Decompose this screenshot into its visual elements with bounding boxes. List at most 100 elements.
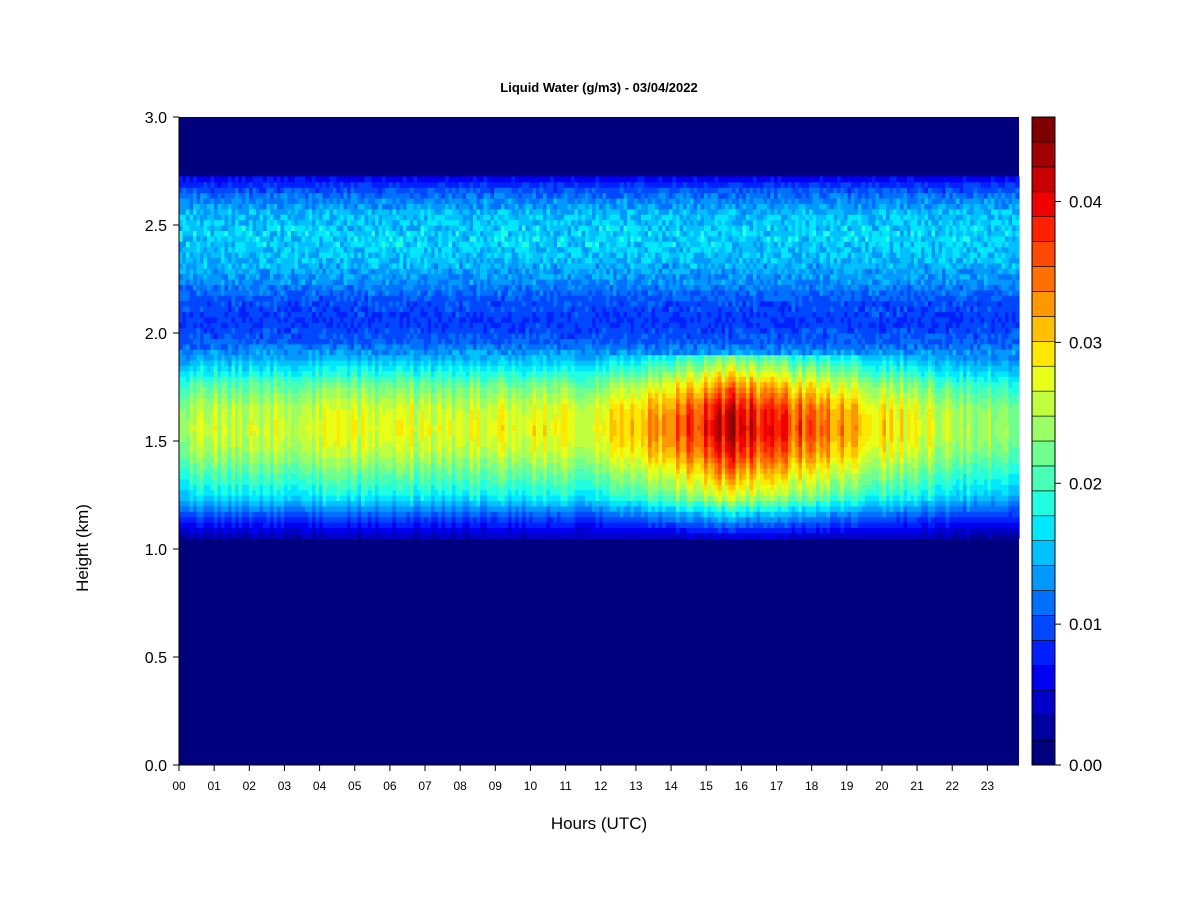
- heatmap-cell: [399, 522, 404, 528]
- heatmap-cell: [210, 208, 215, 215]
- heatmap-cell: [305, 354, 310, 361]
- heatmap-cell: [396, 316, 401, 323]
- heatmap-cell: [280, 349, 285, 356]
- heatmap-cell: [291, 279, 296, 285]
- heatmap-cell: [438, 397, 443, 404]
- heatmap-cell: [298, 268, 303, 275]
- heatmap-cell: [333, 241, 338, 248]
- heatmap-cell: [385, 446, 390, 453]
- heatmap-cell: [333, 214, 338, 221]
- heatmap-cell: [301, 208, 306, 215]
- heatmap-cell: [378, 349, 383, 356]
- heatmap-cell: [361, 376, 366, 383]
- heatmap-cell: [270, 198, 275, 204]
- heatmap-cell: [315, 435, 320, 442]
- heatmap-cell: [420, 365, 425, 372]
- heatmap-cell: [329, 333, 334, 339]
- heatmap-cell: [396, 289, 401, 296]
- heatmap-cell: [280, 419, 285, 426]
- heatmap-cell: [326, 387, 331, 393]
- heatmap-cell: [333, 235, 338, 242]
- heatmap-cell: [242, 387, 247, 393]
- heatmap-cell: [389, 473, 394, 480]
- heatmap-cell: [280, 370, 285, 377]
- heatmap-cell: [434, 262, 439, 269]
- heatmap-cell: [305, 192, 310, 199]
- heatmap-cell: [189, 532, 194, 539]
- heatmap-cell: [319, 408, 324, 415]
- heatmap-cell: [210, 457, 215, 464]
- heatmap-cell: [277, 333, 282, 339]
- heatmap-cell: [420, 430, 425, 437]
- heatmap-cell: [196, 289, 201, 296]
- heatmap-cell: [322, 176, 327, 183]
- heatmap-cell: [364, 225, 369, 231]
- heatmap-cell: [354, 219, 359, 226]
- heatmap-cell: [249, 397, 254, 404]
- heatmap-cell: [322, 225, 327, 231]
- heatmap-cell: [336, 397, 341, 404]
- heatmap-cell: [200, 338, 205, 345]
- heatmap-cell: [406, 435, 411, 442]
- heatmap-cell: [238, 484, 243, 491]
- heatmap-cell: [249, 489, 254, 496]
- heatmap-cell: [273, 343, 278, 350]
- heatmap-cell: [333, 198, 338, 204]
- heatmap-cell: [326, 311, 331, 318]
- heatmap-cell: [280, 387, 285, 393]
- heatmap-cell: [203, 181, 208, 188]
- heatmap-cell: [347, 316, 352, 323]
- heatmap-cell: [193, 235, 198, 242]
- heatmap-cell: [217, 462, 222, 469]
- heatmap-cell: [217, 241, 222, 248]
- heatmap-cell: [315, 532, 320, 539]
- heatmap-cell: [375, 505, 380, 512]
- heatmap-cell: [182, 198, 187, 204]
- heatmap-cell: [368, 381, 373, 388]
- heatmap-cell: [182, 484, 187, 491]
- heatmap-cell: [389, 408, 394, 415]
- heatmap-cell: [350, 333, 355, 339]
- heatmap-cell: [406, 257, 411, 264]
- heatmap-cell: [263, 457, 268, 464]
- heatmap-cell: [368, 441, 373, 447]
- heatmap-cell: [427, 187, 432, 194]
- heatmap-cell: [375, 306, 380, 312]
- heatmap-cell: [312, 365, 317, 372]
- heatmap-cell: [333, 246, 338, 253]
- heatmap-cell: [420, 311, 425, 318]
- heatmap-cell: [280, 473, 285, 480]
- heatmap-cell: [350, 300, 355, 307]
- heatmap-cell: [200, 284, 205, 291]
- heatmap-cell: [406, 381, 411, 388]
- heatmap-cell: [329, 208, 334, 215]
- heatmap-cell: [336, 203, 341, 210]
- heatmap-cell: [399, 316, 404, 323]
- heatmap-cell: [315, 376, 320, 383]
- heatmap-cell: [350, 181, 355, 188]
- heatmap-cell: [399, 360, 404, 366]
- heatmap-cell: [179, 505, 184, 512]
- heatmap-cell: [368, 333, 373, 339]
- heatmap-cell: [231, 457, 236, 464]
- heatmap-cell: [200, 289, 205, 296]
- heatmap-cell: [196, 392, 201, 399]
- heatmap-cell: [361, 252, 366, 258]
- heatmap-cell: [245, 327, 250, 334]
- heatmap-cell: [375, 435, 380, 442]
- heatmap-cell: [217, 478, 222, 485]
- heatmap-cell: [273, 451, 278, 458]
- heatmap-cell: [364, 311, 369, 318]
- heatmap-cell: [336, 198, 341, 204]
- heatmap-cell: [200, 522, 205, 528]
- heatmap-cell: [298, 376, 303, 383]
- heatmap-cell: [221, 403, 226, 410]
- heatmap-cell: [228, 360, 233, 366]
- heatmap-cell: [385, 478, 390, 485]
- heatmap-cell: [270, 208, 275, 215]
- heatmap-cell: [203, 381, 208, 388]
- heatmap-cell: [361, 392, 366, 399]
- heatmap-cell: [179, 343, 184, 350]
- heatmap-cell: [431, 370, 436, 377]
- heatmap-cell: [427, 273, 432, 280]
